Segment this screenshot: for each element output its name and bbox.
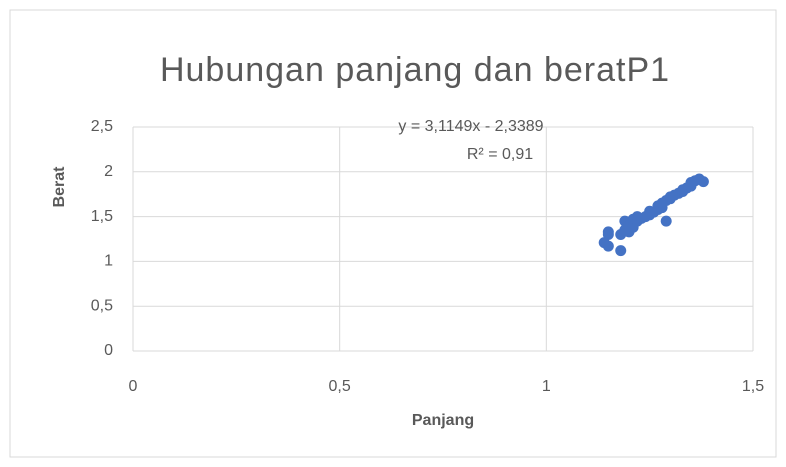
y-axis-title: Berat	[51, 166, 68, 208]
point	[602, 240, 614, 252]
trendline-label: y = 3,1149x - 2,3389	[398, 118, 543, 135]
point	[697, 176, 709, 188]
trendline-label: R² = 0,91	[467, 146, 533, 163]
y-tick-label: 0,5	[91, 297, 113, 314]
x-tick-label: 1,5	[742, 378, 764, 395]
point	[602, 226, 614, 238]
y-tick-label: 2,5	[91, 118, 113, 135]
y-tick-label: 1,5	[91, 208, 113, 225]
y-tick-label: 0	[104, 342, 113, 359]
x-tick-label: 1	[542, 378, 551, 395]
x-tick-label: 0	[129, 378, 138, 395]
y-tick-label: 2	[104, 163, 113, 180]
x-tick-label: 0,5	[329, 378, 351, 395]
chart-area	[9, 9, 777, 458]
point	[660, 215, 672, 227]
point	[615, 245, 627, 257]
x-axis-title: Panjang	[412, 412, 474, 429]
y-tick-label: 1	[104, 253, 113, 270]
chart-title: Hubungan panjang dan beratP1	[160, 51, 670, 89]
